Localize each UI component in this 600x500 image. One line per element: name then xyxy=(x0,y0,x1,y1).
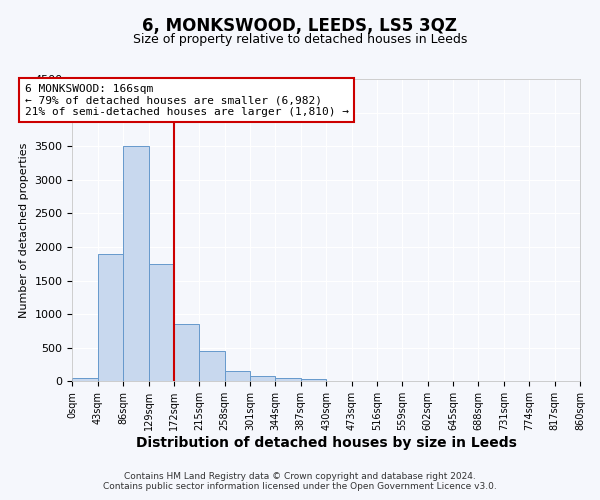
Bar xyxy=(199,351,224,382)
Text: 6, MONKSWOOD, LEEDS, LS5 3QZ: 6, MONKSWOOD, LEEDS, LS5 3QZ xyxy=(143,18,458,36)
Text: Contains public sector information licensed under the Open Government Licence v3: Contains public sector information licen… xyxy=(103,482,497,491)
Bar xyxy=(149,264,174,382)
Bar xyxy=(224,370,250,382)
Bar xyxy=(250,376,275,382)
X-axis label: Distribution of detached houses by size in Leeds: Distribution of detached houses by size … xyxy=(136,436,517,450)
Bar xyxy=(98,254,123,382)
Text: Size of property relative to detached houses in Leeds: Size of property relative to detached ho… xyxy=(133,32,467,46)
Bar xyxy=(73,378,98,382)
Bar xyxy=(275,378,301,382)
Text: Contains HM Land Registry data © Crown copyright and database right 2024.: Contains HM Land Registry data © Crown c… xyxy=(124,472,476,481)
Bar xyxy=(123,146,149,382)
Text: 6 MONKSWOOD: 166sqm
← 79% of detached houses are smaller (6,982)
21% of semi-det: 6 MONKSWOOD: 166sqm ← 79% of detached ho… xyxy=(25,84,349,116)
Bar xyxy=(174,324,199,382)
Bar xyxy=(301,380,326,382)
Y-axis label: Number of detached properties: Number of detached properties xyxy=(19,142,29,318)
